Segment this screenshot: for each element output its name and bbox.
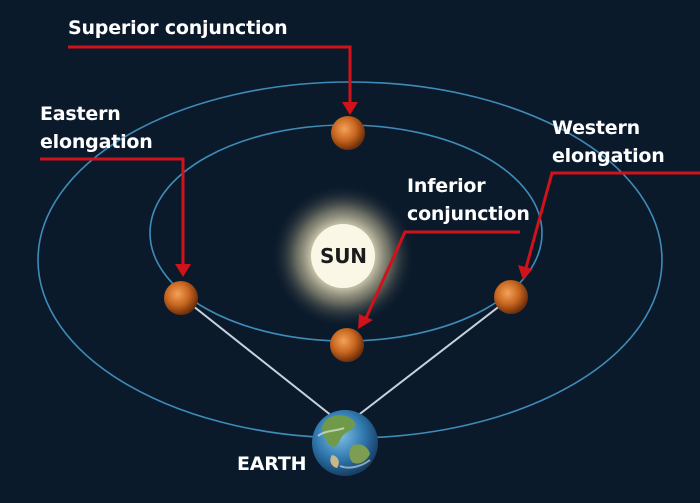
label-western-line2: elongation (552, 145, 665, 167)
label-western-line1: Western (552, 117, 640, 139)
pointer-inferior (364, 230, 520, 319)
arrowhead-inferior (358, 314, 373, 329)
arrowhead-western (518, 265, 533, 280)
label-inferior-line1: Inferior (407, 175, 486, 197)
label-sun: SUN (320, 244, 367, 268)
planet-superior-conjunction (331, 116, 365, 150)
sight-line-western (351, 297, 511, 421)
planet-inferior-conjunction (330, 328, 364, 362)
sight-line-eastern (182, 297, 338, 421)
earth (312, 410, 378, 476)
arrowhead-superior (342, 102, 358, 115)
label-inferior-line2: conjunction (407, 203, 530, 225)
label-superior-conjunction: Superior conjunction (68, 17, 288, 39)
arrowhead-eastern (175, 264, 191, 277)
sun (311, 224, 375, 288)
label-eastern-line2: elongation (40, 131, 153, 153)
label-earth: EARTH (237, 453, 307, 475)
label-eastern-line1: Eastern (40, 103, 121, 125)
pointer-superior (68, 45, 352, 105)
planet-western-elongation (494, 280, 528, 314)
pointer-eastern (40, 157, 185, 266)
planet-eastern-elongation (164, 281, 198, 315)
pointer-western (524, 171, 700, 269)
